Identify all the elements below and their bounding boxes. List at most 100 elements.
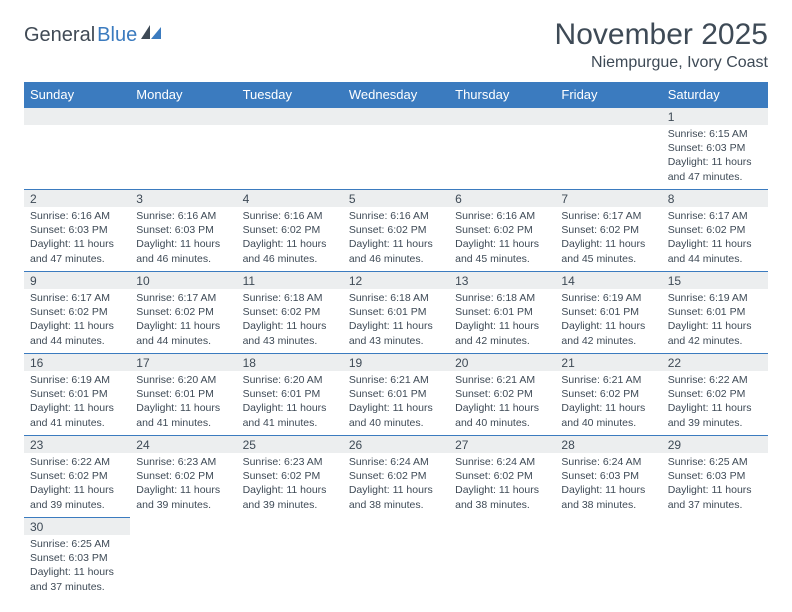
calendar-week-row: 2Sunrise: 6:16 AMSunset: 6:03 PMDaylight… xyxy=(24,189,768,271)
calendar-day-cell: 17Sunrise: 6:20 AMSunset: 6:01 PMDayligh… xyxy=(130,353,236,435)
calendar-day-cell: 12Sunrise: 6:18 AMSunset: 6:01 PMDayligh… xyxy=(343,271,449,353)
day-details: Sunrise: 6:25 AMSunset: 6:03 PMDaylight:… xyxy=(662,453,768,516)
day-details: Sunrise: 6:24 AMSunset: 6:02 PMDaylight:… xyxy=(343,453,449,516)
day-number: 8 xyxy=(662,189,768,207)
calendar-day-cell: 26Sunrise: 6:24 AMSunset: 6:02 PMDayligh… xyxy=(343,435,449,517)
day-number: 28 xyxy=(555,435,661,453)
day-number: 15 xyxy=(662,271,768,289)
calendar-empty-cell xyxy=(343,107,449,189)
day-details: Sunrise: 6:23 AMSunset: 6:02 PMDaylight:… xyxy=(237,453,343,516)
calendar-head: SundayMondayTuesdayWednesdayThursdayFrid… xyxy=(24,82,768,107)
day-number: 18 xyxy=(237,353,343,371)
day-number: 25 xyxy=(237,435,343,453)
sail-icon xyxy=(141,25,163,41)
day-number: 19 xyxy=(343,353,449,371)
day-number: 4 xyxy=(237,189,343,207)
day-number: 10 xyxy=(130,271,236,289)
day-details: Sunrise: 6:17 AMSunset: 6:02 PMDaylight:… xyxy=(130,289,236,352)
location-subtitle: Niempurgue, Ivory Coast xyxy=(555,54,768,72)
day-details: Sunrise: 6:17 AMSunset: 6:02 PMDaylight:… xyxy=(662,207,768,270)
day-details: Sunrise: 6:16 AMSunset: 6:03 PMDaylight:… xyxy=(130,207,236,270)
calendar-day-cell: 18Sunrise: 6:20 AMSunset: 6:01 PMDayligh… xyxy=(237,353,343,435)
day-number: 23 xyxy=(24,435,130,453)
day-details: Sunrise: 6:17 AMSunset: 6:02 PMDaylight:… xyxy=(555,207,661,270)
calendar-week-row: 1Sunrise: 6:15 AMSunset: 6:03 PMDaylight… xyxy=(24,107,768,189)
day-number: 7 xyxy=(555,189,661,207)
day-details: Sunrise: 6:16 AMSunset: 6:02 PMDaylight:… xyxy=(449,207,555,270)
calendar-empty-cell xyxy=(555,517,661,599)
calendar-day-cell: 22Sunrise: 6:22 AMSunset: 6:02 PMDayligh… xyxy=(662,353,768,435)
calendar-empty-cell xyxy=(130,107,236,189)
calendar-empty-cell xyxy=(130,517,236,599)
day-details: Sunrise: 6:22 AMSunset: 6:02 PMDaylight:… xyxy=(662,371,768,434)
calendar-week-row: 16Sunrise: 6:19 AMSunset: 6:01 PMDayligh… xyxy=(24,353,768,435)
day-number: 29 xyxy=(662,435,768,453)
day-number: 12 xyxy=(343,271,449,289)
day-number: 30 xyxy=(24,517,130,535)
day-details: Sunrise: 6:16 AMSunset: 6:02 PMDaylight:… xyxy=(343,207,449,270)
calendar-day-cell: 6Sunrise: 6:16 AMSunset: 6:02 PMDaylight… xyxy=(449,189,555,271)
weekday-header: Wednesday xyxy=(343,82,449,107)
day-details: Sunrise: 6:20 AMSunset: 6:01 PMDaylight:… xyxy=(237,371,343,434)
day-number: 22 xyxy=(662,353,768,371)
calendar-day-cell: 23Sunrise: 6:22 AMSunset: 6:02 PMDayligh… xyxy=(24,435,130,517)
day-number: 21 xyxy=(555,353,661,371)
day-details: Sunrise: 6:20 AMSunset: 6:01 PMDaylight:… xyxy=(130,371,236,434)
weekday-header: Tuesday xyxy=(237,82,343,107)
calendar-week-row: 9Sunrise: 6:17 AMSunset: 6:02 PMDaylight… xyxy=(24,271,768,353)
calendar-day-cell: 20Sunrise: 6:21 AMSunset: 6:02 PMDayligh… xyxy=(449,353,555,435)
month-title: November 2025 xyxy=(555,18,768,52)
day-details: Sunrise: 6:24 AMSunset: 6:02 PMDaylight:… xyxy=(449,453,555,516)
weekday-header: Thursday xyxy=(449,82,555,107)
calendar-empty-cell xyxy=(24,107,130,189)
calendar-page: GeneralBlue November 2025 Niempurgue, Iv… xyxy=(0,0,792,609)
empty-daynum xyxy=(449,107,555,125)
calendar-day-cell: 2Sunrise: 6:16 AMSunset: 6:03 PMDaylight… xyxy=(24,189,130,271)
weekday-header: Friday xyxy=(555,82,661,107)
day-details: Sunrise: 6:18 AMSunset: 6:01 PMDaylight:… xyxy=(343,289,449,352)
day-number: 9 xyxy=(24,271,130,289)
day-details: Sunrise: 6:18 AMSunset: 6:02 PMDaylight:… xyxy=(237,289,343,352)
weekday-header: Sunday xyxy=(24,82,130,107)
day-number: 2 xyxy=(24,189,130,207)
weekday-header: Saturday xyxy=(662,82,768,107)
calendar-day-cell: 28Sunrise: 6:24 AMSunset: 6:03 PMDayligh… xyxy=(555,435,661,517)
calendar-empty-cell xyxy=(449,517,555,599)
calendar-week-row: 23Sunrise: 6:22 AMSunset: 6:02 PMDayligh… xyxy=(24,435,768,517)
calendar-day-cell: 30Sunrise: 6:25 AMSunset: 6:03 PMDayligh… xyxy=(24,517,130,599)
calendar-day-cell: 27Sunrise: 6:24 AMSunset: 6:02 PMDayligh… xyxy=(449,435,555,517)
day-number: 6 xyxy=(449,189,555,207)
day-number: 13 xyxy=(449,271,555,289)
calendar-day-cell: 7Sunrise: 6:17 AMSunset: 6:02 PMDaylight… xyxy=(555,189,661,271)
title-block: November 2025 Niempurgue, Ivory Coast xyxy=(555,18,768,72)
calendar-day-cell: 24Sunrise: 6:23 AMSunset: 6:02 PMDayligh… xyxy=(130,435,236,517)
calendar-day-cell: 13Sunrise: 6:18 AMSunset: 6:01 PMDayligh… xyxy=(449,271,555,353)
day-number: 16 xyxy=(24,353,130,371)
calendar-empty-cell xyxy=(237,517,343,599)
day-number: 14 xyxy=(555,271,661,289)
calendar-empty-cell xyxy=(555,107,661,189)
day-details: Sunrise: 6:22 AMSunset: 6:02 PMDaylight:… xyxy=(24,453,130,516)
empty-daynum xyxy=(237,107,343,125)
empty-daynum xyxy=(130,107,236,125)
day-number: 27 xyxy=(449,435,555,453)
day-number: 11 xyxy=(237,271,343,289)
calendar-empty-cell xyxy=(343,517,449,599)
day-number: 20 xyxy=(449,353,555,371)
day-number: 24 xyxy=(130,435,236,453)
day-details: Sunrise: 6:21 AMSunset: 6:02 PMDaylight:… xyxy=(449,371,555,434)
calendar-day-cell: 25Sunrise: 6:23 AMSunset: 6:02 PMDayligh… xyxy=(237,435,343,517)
day-number: 5 xyxy=(343,189,449,207)
weekday-row: SundayMondayTuesdayWednesdayThursdayFrid… xyxy=(24,82,768,107)
calendar-week-row: 30Sunrise: 6:25 AMSunset: 6:03 PMDayligh… xyxy=(24,517,768,599)
calendar-day-cell: 16Sunrise: 6:19 AMSunset: 6:01 PMDayligh… xyxy=(24,353,130,435)
day-details: Sunrise: 6:19 AMSunset: 6:01 PMDaylight:… xyxy=(662,289,768,352)
brand-general: General xyxy=(24,24,95,47)
empty-daynum xyxy=(555,107,661,125)
day-details: Sunrise: 6:25 AMSunset: 6:03 PMDaylight:… xyxy=(24,535,130,598)
calendar-day-cell: 3Sunrise: 6:16 AMSunset: 6:03 PMDaylight… xyxy=(130,189,236,271)
calendar-body: 1Sunrise: 6:15 AMSunset: 6:03 PMDaylight… xyxy=(24,107,768,599)
day-details: Sunrise: 6:15 AMSunset: 6:03 PMDaylight:… xyxy=(662,125,768,188)
calendar-day-cell: 19Sunrise: 6:21 AMSunset: 6:01 PMDayligh… xyxy=(343,353,449,435)
calendar-day-cell: 9Sunrise: 6:17 AMSunset: 6:02 PMDaylight… xyxy=(24,271,130,353)
